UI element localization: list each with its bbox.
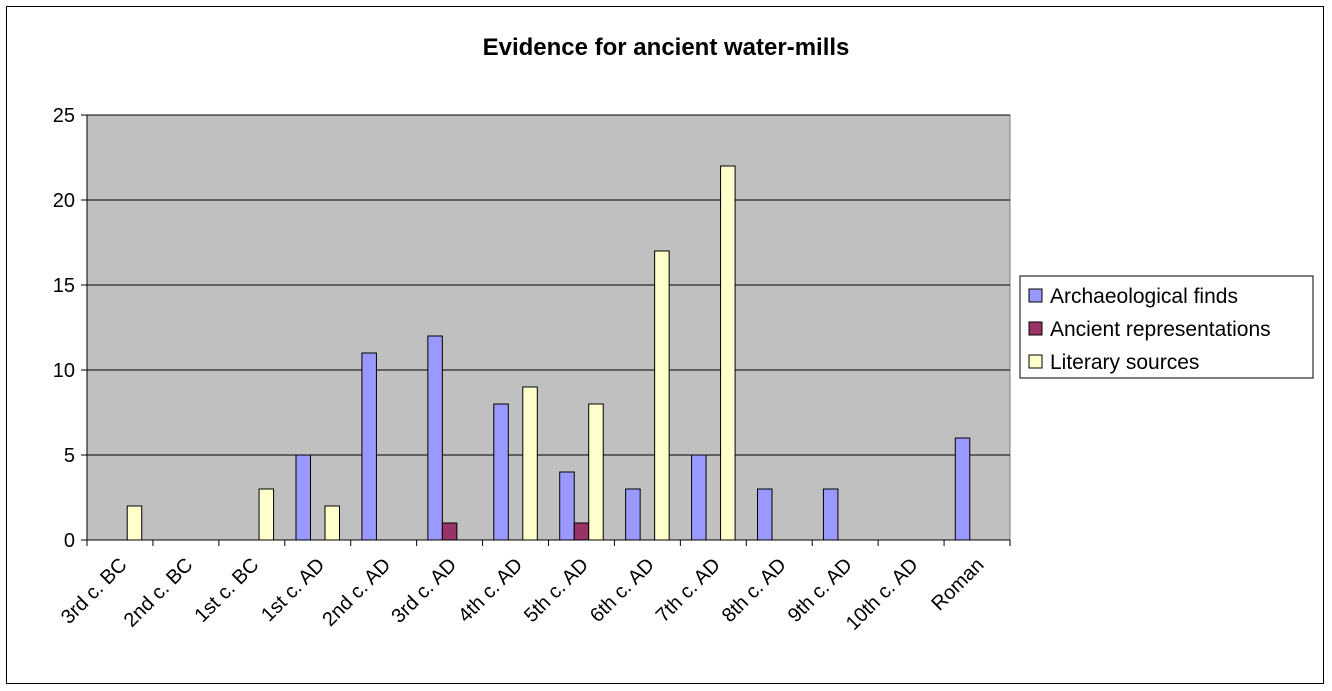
legend-swatch: [1028, 321, 1043, 336]
bar: [954, 437, 971, 541]
legend-swatch: [1028, 288, 1043, 303]
bar: [654, 250, 670, 541]
bar: [573, 522, 590, 541]
x-tick-label: 7th c. AD: [652, 554, 725, 627]
y-tick-label: 15: [53, 275, 75, 297]
bar: [822, 488, 839, 541]
bar: [588, 403, 604, 541]
x-tick-label: 5th c. AD: [520, 554, 593, 627]
x-tick-label: 8th c. AD: [718, 554, 791, 627]
chart-frame: Evidence for ancient water-mills 0 5 10 15 2…: [6, 6, 1324, 684]
plot-background: [86, 114, 1011, 541]
bar: [324, 505, 341, 541]
chart-title: Evidence for ancient water-mills: [483, 34, 850, 61]
legend-label: Ancient representations: [1050, 318, 1271, 341]
bar: [126, 505, 143, 541]
bar-chart: Evidence for ancient water-mills 0 5 10 15 2…: [53, 34, 1314, 635]
y-tick-label: 10: [53, 360, 75, 382]
x-tick-label: 3rd c. AD: [387, 554, 461, 628]
legend-label: Literary sources: [1050, 351, 1199, 374]
x-tick-label: Roman: [927, 554, 988, 615]
bar: [493, 403, 509, 541]
x-tick-label: 10th c. AD: [842, 554, 923, 635]
bar: [625, 488, 641, 541]
x-tick-label: 2nd c. BC: [120, 554, 198, 632]
y-tick-label: 5: [64, 445, 75, 467]
legend: Archaeological finds Ancient representati…: [1019, 275, 1314, 379]
x-tick-label: 2nd c. AD: [318, 554, 395, 631]
legend-swatch: [1028, 354, 1043, 369]
bar: [720, 165, 736, 541]
bar: [361, 352, 377, 541]
bar: [427, 335, 443, 541]
bar: [691, 454, 707, 541]
bar: [559, 471, 575, 541]
bar: [522, 386, 538, 541]
bar: [295, 454, 311, 541]
legend-box: [1019, 275, 1314, 379]
y-tick-label: 25: [53, 105, 75, 127]
bar: [258, 488, 275, 541]
bar: [756, 488, 773, 541]
legend-label: Archaeological finds: [1050, 285, 1238, 308]
x-tick-label: 4th c. AD: [454, 554, 527, 627]
y-tick-label: 0: [64, 530, 75, 552]
x-tick-label: 1st c. BC: [190, 554, 263, 627]
x-tick-label: 6th c. AD: [586, 554, 659, 627]
bar: [441, 522, 458, 541]
y-tick-label: 20: [53, 190, 75, 212]
